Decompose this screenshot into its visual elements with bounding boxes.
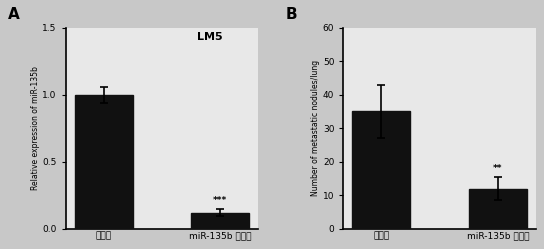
Bar [352, 111, 410, 229]
Bar [469, 188, 527, 229]
Y-axis label: Relative expression of miR-135b: Relative expression of miR-135b [30, 66, 40, 190]
Bar [191, 213, 249, 229]
Text: ***: *** [213, 196, 227, 205]
Text: B: B [286, 7, 298, 22]
Y-axis label: Number of metastatic nodules/lung: Number of metastatic nodules/lung [311, 60, 320, 196]
Text: LM5: LM5 [197, 32, 223, 42]
Text: A: A [8, 7, 20, 22]
Bar [75, 95, 133, 229]
Text: **: ** [493, 164, 503, 173]
